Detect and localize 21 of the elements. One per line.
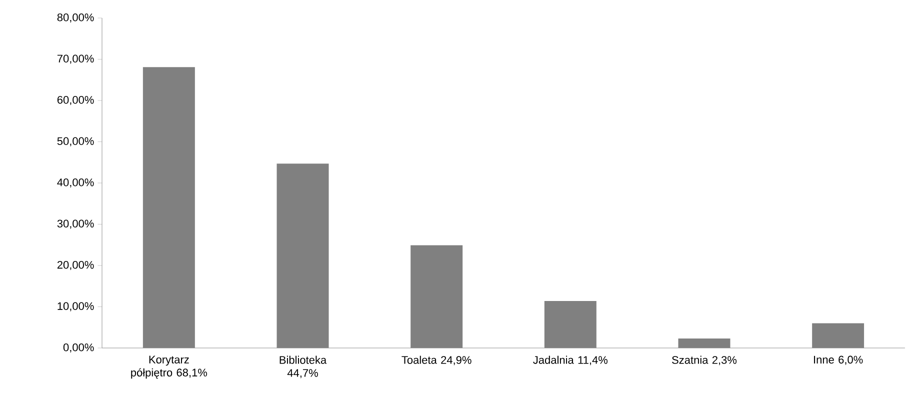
bar [544, 300, 596, 348]
y-tick-label: 70,00% [57, 54, 94, 64]
x-tick-label: Korytarz półpiętro 68,1% [131, 356, 208, 379]
y-tick-label: 50,00% [57, 137, 94, 146]
bar [142, 67, 195, 348]
y-tick-label: 0,00% [63, 343, 94, 353]
y-tick-label: 30,00% [57, 220, 94, 229]
bar [678, 338, 730, 348]
bar [812, 323, 864, 348]
x-tick-label: Toaleta 24,9% [402, 356, 472, 366]
bar [410, 245, 463, 348]
y-tick-label: 80,00% [57, 13, 94, 23]
bar [276, 164, 329, 348]
y-tick-label: 10,00% [58, 302, 94, 312]
x-tick-label: Szatnia 2,3% [672, 356, 737, 366]
x-tick-label: Biblioteka 44,7% [280, 356, 327, 378]
x-tick-label: Inne 6,0% [814, 356, 863, 365]
x-tick-label: Jadalnia 11,4% [533, 356, 608, 366]
y-tick-label: 40,00% [57, 178, 94, 188]
y-tick-label: 60,00% [57, 96, 94, 106]
y-tick-label: 20,00% [57, 260, 94, 270]
